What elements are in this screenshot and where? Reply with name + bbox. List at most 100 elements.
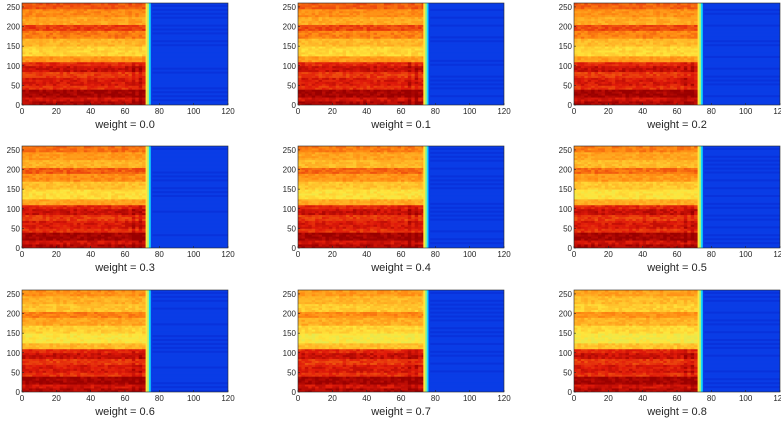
heatmap-cell <box>398 3 402 5</box>
heatmap-cell <box>63 3 67 5</box>
y-tick-label: 200 <box>283 23 297 32</box>
heatmap-cell <box>332 3 336 5</box>
x-axis-label: weight = 0.1 <box>370 119 431 131</box>
boundary-stripe <box>149 3 151 105</box>
heatmap-cell <box>39 3 43 5</box>
boundary-stripe <box>427 3 429 105</box>
heatmap-cell <box>319 3 323 5</box>
heatmap-cell <box>598 3 602 5</box>
heatmap-cell <box>104 3 108 5</box>
heatmap-cell <box>125 3 129 5</box>
heatmap-cell <box>608 3 612 5</box>
y-tick-label: 0 <box>16 101 21 110</box>
heatmap-cell <box>53 3 57 5</box>
heatmap-cell <box>360 3 364 5</box>
x-tick-label: 20 <box>328 107 337 116</box>
heatmap-cell <box>370 3 374 5</box>
heatmap-cell <box>391 3 395 5</box>
heatmap-cell <box>36 3 40 5</box>
heatmap-cell <box>49 3 53 5</box>
heatmap-cell <box>353 3 357 5</box>
heatmap-cell <box>301 3 305 5</box>
heatmap-cell <box>601 3 605 5</box>
boundary-stripe <box>425 3 427 105</box>
heatmap-cell <box>374 3 378 5</box>
x-tick-label: 40 <box>86 107 95 116</box>
heatmap-cell <box>367 3 371 5</box>
y-tick-label: 200 <box>7 23 21 32</box>
x-tick-label: 80 <box>155 107 164 116</box>
heatmap-cell <box>315 3 319 5</box>
x-tick-label: 20 <box>52 107 61 116</box>
heatmap-cell <box>639 3 643 5</box>
heatmap-cell <box>336 3 340 5</box>
heatmap-cell <box>25 3 29 5</box>
x-axis-label: weight = 0.0 <box>94 119 155 131</box>
heatmap-cells <box>574 3 781 105</box>
x-tick-label: 120 <box>497 107 511 116</box>
heatmap-cell <box>581 3 585 5</box>
heatmap-cell <box>574 3 578 5</box>
heatmap-cell <box>408 3 412 5</box>
y-tick-label: 100 <box>283 62 297 71</box>
heatmap-cell <box>67 3 71 5</box>
heatmap-cell <box>595 3 599 5</box>
heatmap-cell <box>135 3 139 5</box>
heatmap-cell <box>312 3 316 5</box>
heatmap-cell <box>343 3 347 5</box>
heatmap-cell <box>615 3 619 5</box>
heatmap-cell <box>122 3 126 5</box>
boundary-stripe <box>428 3 430 105</box>
heatmap-cell <box>632 3 636 5</box>
heatmap-cell <box>142 3 146 5</box>
heatmap-cell <box>87 3 91 5</box>
heatmap-cell <box>377 3 381 5</box>
heatmap-cell <box>77 3 81 5</box>
y-tick-label: 0 <box>292 101 297 110</box>
heatmap-cell <box>329 3 333 5</box>
heatmap-cell <box>356 3 360 5</box>
heatmap-cell <box>387 3 391 5</box>
x-tick-label: 60 <box>397 107 406 116</box>
y-tick-label: 150 <box>7 42 21 51</box>
x-tick-label: 120 <box>221 107 235 116</box>
heatmap-cell <box>80 3 84 5</box>
heatmap-cell <box>404 3 408 5</box>
y-tick-label: 150 <box>283 42 297 51</box>
heatmap-cell <box>74 3 78 5</box>
heatmap-cell <box>636 3 640 5</box>
y-tick-label: 50 <box>11 81 20 90</box>
heatmap-cell <box>350 3 354 5</box>
heatmap-cell <box>91 3 95 5</box>
heatmap-cell <box>139 3 143 5</box>
y-tick-label: 100 <box>7 62 21 71</box>
boundary-stripe <box>146 3 148 105</box>
heatmap-cell <box>118 3 122 5</box>
heatmap-cell <box>132 3 136 5</box>
x-tick-label: 100 <box>187 107 201 116</box>
heatmap-cell <box>415 3 419 5</box>
heatmap-cell <box>584 3 588 5</box>
heatmap-cell <box>363 3 367 5</box>
heatmap-cell <box>588 3 592 5</box>
heatmap-cell <box>339 3 343 5</box>
boundary-stripe <box>423 3 425 105</box>
heatmap-cell <box>626 3 630 5</box>
boundary-stripe <box>147 3 149 105</box>
y-tick-label: 250 <box>7 3 21 12</box>
x-tick-label: 60 <box>121 107 130 116</box>
heatmap-cell <box>629 3 633 5</box>
heatmap-cell <box>325 3 329 5</box>
heatmap-cell <box>32 3 36 5</box>
heatmap-cell <box>384 3 388 5</box>
heatmap-cell <box>101 3 105 5</box>
heatmap-cell <box>43 3 47 5</box>
heatmap-cell <box>70 3 74 5</box>
heatmap-cell <box>111 3 115 5</box>
heatmap-cell <box>346 3 350 5</box>
heatmap-cell <box>60 3 64 5</box>
heatmap-cell <box>418 3 422 5</box>
heatmap-cell <box>322 3 326 5</box>
